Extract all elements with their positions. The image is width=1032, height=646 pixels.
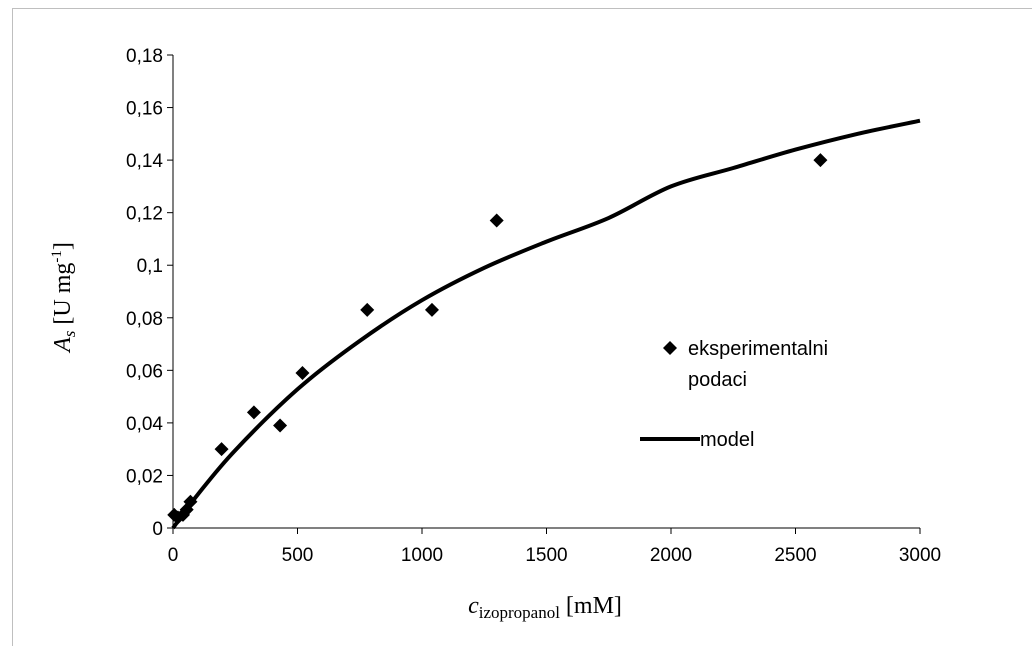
y-title-unit-pre: [U mg: [50, 263, 76, 331]
y-tick-label: 0,12: [126, 204, 163, 225]
x-title-unit: [mM]: [560, 593, 622, 619]
legend-diamond-marker: [663, 341, 677, 355]
data-point: [813, 153, 828, 168]
x-tick-label: 1000: [401, 545, 443, 566]
y-tick-label: 0,04: [126, 414, 163, 435]
y-tick-label: 0: [152, 519, 163, 540]
data-point: [295, 365, 310, 380]
y-title-sub: s: [60, 330, 79, 337]
y-tick-label: 0,18: [126, 46, 163, 67]
x-title-sub: izopropanol: [479, 603, 560, 622]
y-tick-label: 0,1: [137, 256, 163, 277]
x-tick-label: 0: [168, 545, 179, 566]
chart-frame: [12, 8, 1032, 646]
y-title-main: A: [50, 337, 76, 354]
y-title-unit-sup: -1: [49, 250, 65, 263]
data-point: [214, 442, 229, 457]
x-axis-ticks: 0 500 1000 1500 2000 2500 3000: [168, 528, 941, 566]
data-point: [273, 418, 288, 433]
y-tick-label: 0,16: [126, 99, 163, 120]
y-title-unit-post: ]: [50, 242, 76, 250]
data-point: [246, 405, 261, 420]
x-tick-label: 2500: [774, 545, 816, 566]
x-title-main: c: [468, 593, 479, 619]
x-tick-label: 2000: [650, 545, 692, 566]
x-axis-title: cizopropanol [mM]: [468, 593, 622, 622]
y-tick-label: 0,06: [126, 361, 163, 382]
x-tick-label: 500: [282, 545, 314, 566]
series-layer: [167, 118, 921, 530]
data-point: [360, 302, 375, 317]
legend-item-experimental: eksperimentalni podaci: [663, 338, 828, 391]
y-axis-title: As [U mg-1]: [49, 242, 79, 354]
y-tick-label: 0,14: [126, 151, 163, 172]
model-series-line: [171, 118, 921, 530]
x-tick-label: 3000: [899, 545, 941, 566]
legend-label-experimental-line2: podaci: [688, 369, 747, 391]
legend: eksperimentalni podaci model: [640, 338, 828, 451]
y-axis-ticks: 0 0,02 0,04 0,06 0,08 0,1 0,12 0,14 0,16 0,18: [126, 46, 173, 540]
data-point: [183, 494, 198, 509]
x-tick-label: 1500: [525, 545, 567, 566]
legend-label-model: model: [700, 429, 754, 451]
y-tick-label: 0,02: [126, 466, 163, 487]
legend-label-experimental-line1: eksperimentalni: [688, 338, 828, 360]
data-point: [489, 213, 504, 228]
data-point: [424, 302, 439, 317]
y-tick-label: 0,08: [126, 309, 163, 330]
legend-item-model: model: [640, 429, 754, 451]
